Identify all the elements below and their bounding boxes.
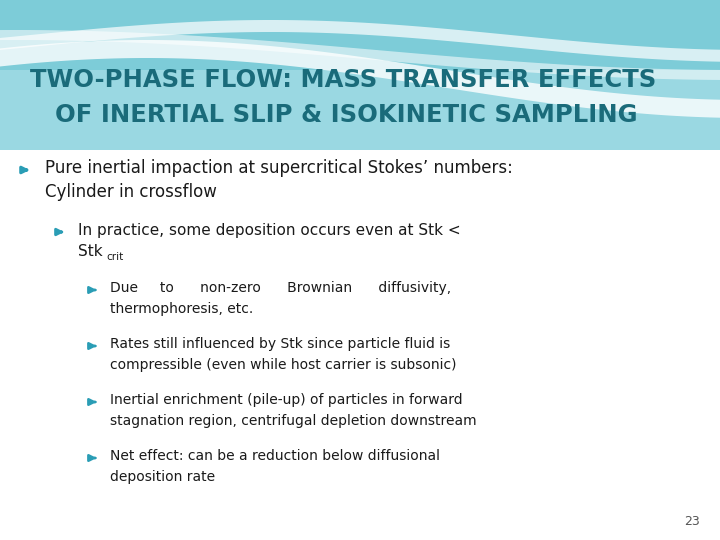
Text: crit: crit: [106, 252, 123, 262]
Polygon shape: [0, 40, 720, 118]
Text: Stk: Stk: [78, 245, 103, 260]
Text: thermophoresis, etc.: thermophoresis, etc.: [110, 302, 253, 316]
Polygon shape: [0, 20, 720, 62]
Text: Due     to      non-zero      Brownian      diffusivity,: Due to non-zero Brownian diffusivity,: [110, 281, 451, 295]
Text: Pure inertial impaction at supercritical Stokes’ numbers:: Pure inertial impaction at supercritical…: [45, 159, 513, 177]
Text: 23: 23: [684, 515, 700, 528]
Text: Inertial enrichment (pile-up) of particles in forward: Inertial enrichment (pile-up) of particl…: [110, 393, 463, 407]
Text: TWO-PHASE FLOW: MASS TRANSFER EFFECTS: TWO-PHASE FLOW: MASS TRANSFER EFFECTS: [30, 68, 656, 92]
Text: In practice, some deposition occurs even at Stk <: In practice, some deposition occurs even…: [78, 222, 461, 238]
Text: stagnation region, centrifugal depletion downstream: stagnation region, centrifugal depletion…: [110, 414, 477, 428]
Polygon shape: [0, 30, 720, 80]
Text: Cylinder in crossflow: Cylinder in crossflow: [45, 183, 217, 201]
Text: OF INERTIAL SLIP & ISOKINETIC SAMPLING: OF INERTIAL SLIP & ISOKINETIC SAMPLING: [55, 103, 637, 127]
Bar: [0, 0, 720, 150]
Text: compressible (even while host carrier is subsonic): compressible (even while host carrier is…: [110, 358, 456, 372]
Bar: [0, 70, 720, 150]
Text: deposition rate: deposition rate: [110, 470, 215, 484]
Text: Net effect: can be a reduction below diffusional: Net effect: can be a reduction below dif…: [110, 449, 440, 463]
Text: Rates still influenced by Stk since particle fluid is: Rates still influenced by Stk since part…: [110, 337, 450, 351]
